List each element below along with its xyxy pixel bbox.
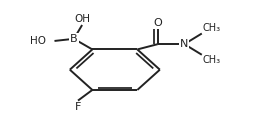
- Text: B: B: [70, 34, 78, 44]
- Text: CH₃: CH₃: [203, 55, 221, 65]
- Text: O: O: [153, 18, 162, 28]
- Text: F: F: [75, 102, 81, 112]
- Text: CH₃: CH₃: [203, 23, 221, 33]
- Text: N: N: [180, 39, 188, 49]
- Text: OH: OH: [74, 14, 90, 24]
- Text: HO: HO: [30, 36, 46, 46]
